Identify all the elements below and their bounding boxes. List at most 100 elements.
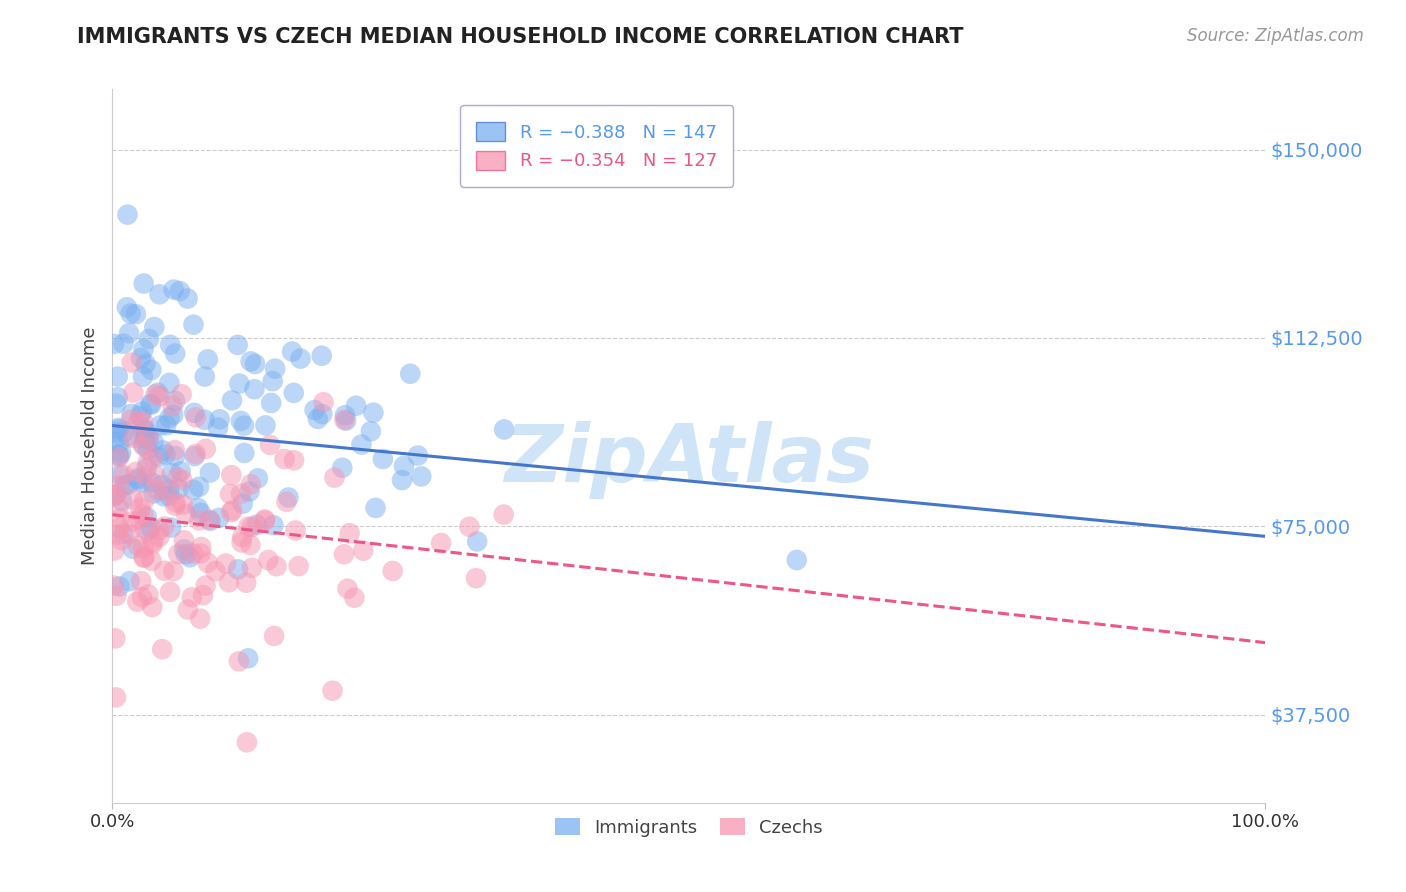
Point: [253, 514, 276, 528]
Point: [221, 468, 243, 483]
Point: [231, 535, 253, 549]
Point: [155, 418, 177, 433]
Point: [181, 547, 204, 561]
Point: [381, 564, 404, 578]
Point: [132, 521, 155, 535]
Point: [333, 547, 356, 561]
Point: [184, 447, 207, 461]
Point: [188, 612, 211, 626]
Point: [173, 542, 195, 557]
Point: [139, 520, 162, 534]
Point: [107, 421, 129, 435]
Point: [194, 413, 217, 427]
Point: [190, 546, 212, 560]
Point: [276, 495, 298, 509]
Point: [350, 437, 373, 451]
Point: [162, 399, 184, 413]
Point: [103, 434, 125, 449]
Point: [163, 393, 186, 408]
Point: [132, 277, 155, 291]
Y-axis label: Median Household Income: Median Household Income: [80, 326, 98, 566]
Point: [786, 553, 808, 567]
Point: [132, 550, 155, 565]
Legend: Immigrants, Czechs: Immigrants, Czechs: [548, 811, 830, 844]
Point: [104, 632, 127, 646]
Point: [134, 550, 156, 565]
Point: [392, 458, 415, 473]
Point: [284, 524, 307, 538]
Point: [131, 404, 153, 418]
Point: [283, 385, 305, 400]
Point: [127, 415, 149, 429]
Point: [117, 477, 139, 491]
Point: [138, 332, 160, 346]
Point: [129, 409, 152, 423]
Point: [159, 411, 181, 425]
Point: [105, 487, 128, 501]
Point: [322, 683, 344, 698]
Point: [263, 629, 285, 643]
Point: [148, 450, 170, 465]
Point: [311, 349, 333, 363]
Point: [243, 382, 266, 396]
Point: [127, 595, 149, 609]
Point: [226, 562, 249, 576]
Point: [184, 410, 207, 425]
Point: [107, 448, 129, 462]
Point: [179, 550, 201, 565]
Point: [219, 487, 242, 501]
Text: ZipAtlas: ZipAtlas: [503, 421, 875, 500]
Text: Source: ZipAtlas.com: Source: ZipAtlas.com: [1187, 27, 1364, 45]
Point: [236, 651, 259, 665]
Point: [108, 521, 131, 535]
Point: [107, 390, 129, 404]
Point: [121, 355, 143, 369]
Point: [118, 527, 141, 541]
Point: [430, 536, 453, 550]
Point: [330, 460, 353, 475]
Point: [112, 527, 135, 541]
Point: [159, 584, 181, 599]
Point: [127, 471, 149, 485]
Point: [135, 431, 157, 445]
Point: [136, 455, 159, 469]
Point: [138, 431, 160, 445]
Point: [194, 579, 217, 593]
Point: [344, 399, 367, 413]
Point: [221, 393, 243, 408]
Point: [132, 342, 155, 356]
Point: [125, 465, 148, 479]
Point: [129, 501, 152, 516]
Point: [364, 500, 387, 515]
Point: [399, 367, 422, 381]
Point: [121, 407, 143, 421]
Point: [406, 449, 429, 463]
Point: [125, 307, 148, 321]
Point: [129, 574, 152, 589]
Point: [254, 418, 277, 433]
Point: [142, 534, 165, 549]
Point: [333, 413, 356, 427]
Point: [153, 489, 176, 503]
Point: [148, 523, 170, 537]
Point: [173, 533, 195, 548]
Point: [136, 442, 159, 457]
Point: [160, 520, 183, 534]
Point: [157, 483, 180, 497]
Point: [166, 470, 188, 484]
Point: [172, 498, 194, 512]
Point: [139, 397, 162, 411]
Point: [162, 408, 184, 422]
Point: [188, 480, 211, 494]
Point: [135, 460, 157, 475]
Text: IMMIGRANTS VS CZECH MEDIAN HOUSEHOLD INCOME CORRELATION CHART: IMMIGRANTS VS CZECH MEDIAN HOUSEHOLD INC…: [77, 27, 965, 46]
Point: [371, 452, 394, 467]
Point: [146, 385, 169, 400]
Point: [236, 735, 259, 749]
Point: [174, 507, 197, 521]
Point: [339, 526, 361, 541]
Point: [129, 351, 152, 365]
Point: [208, 412, 231, 426]
Point: [127, 539, 149, 553]
Point: [152, 443, 174, 458]
